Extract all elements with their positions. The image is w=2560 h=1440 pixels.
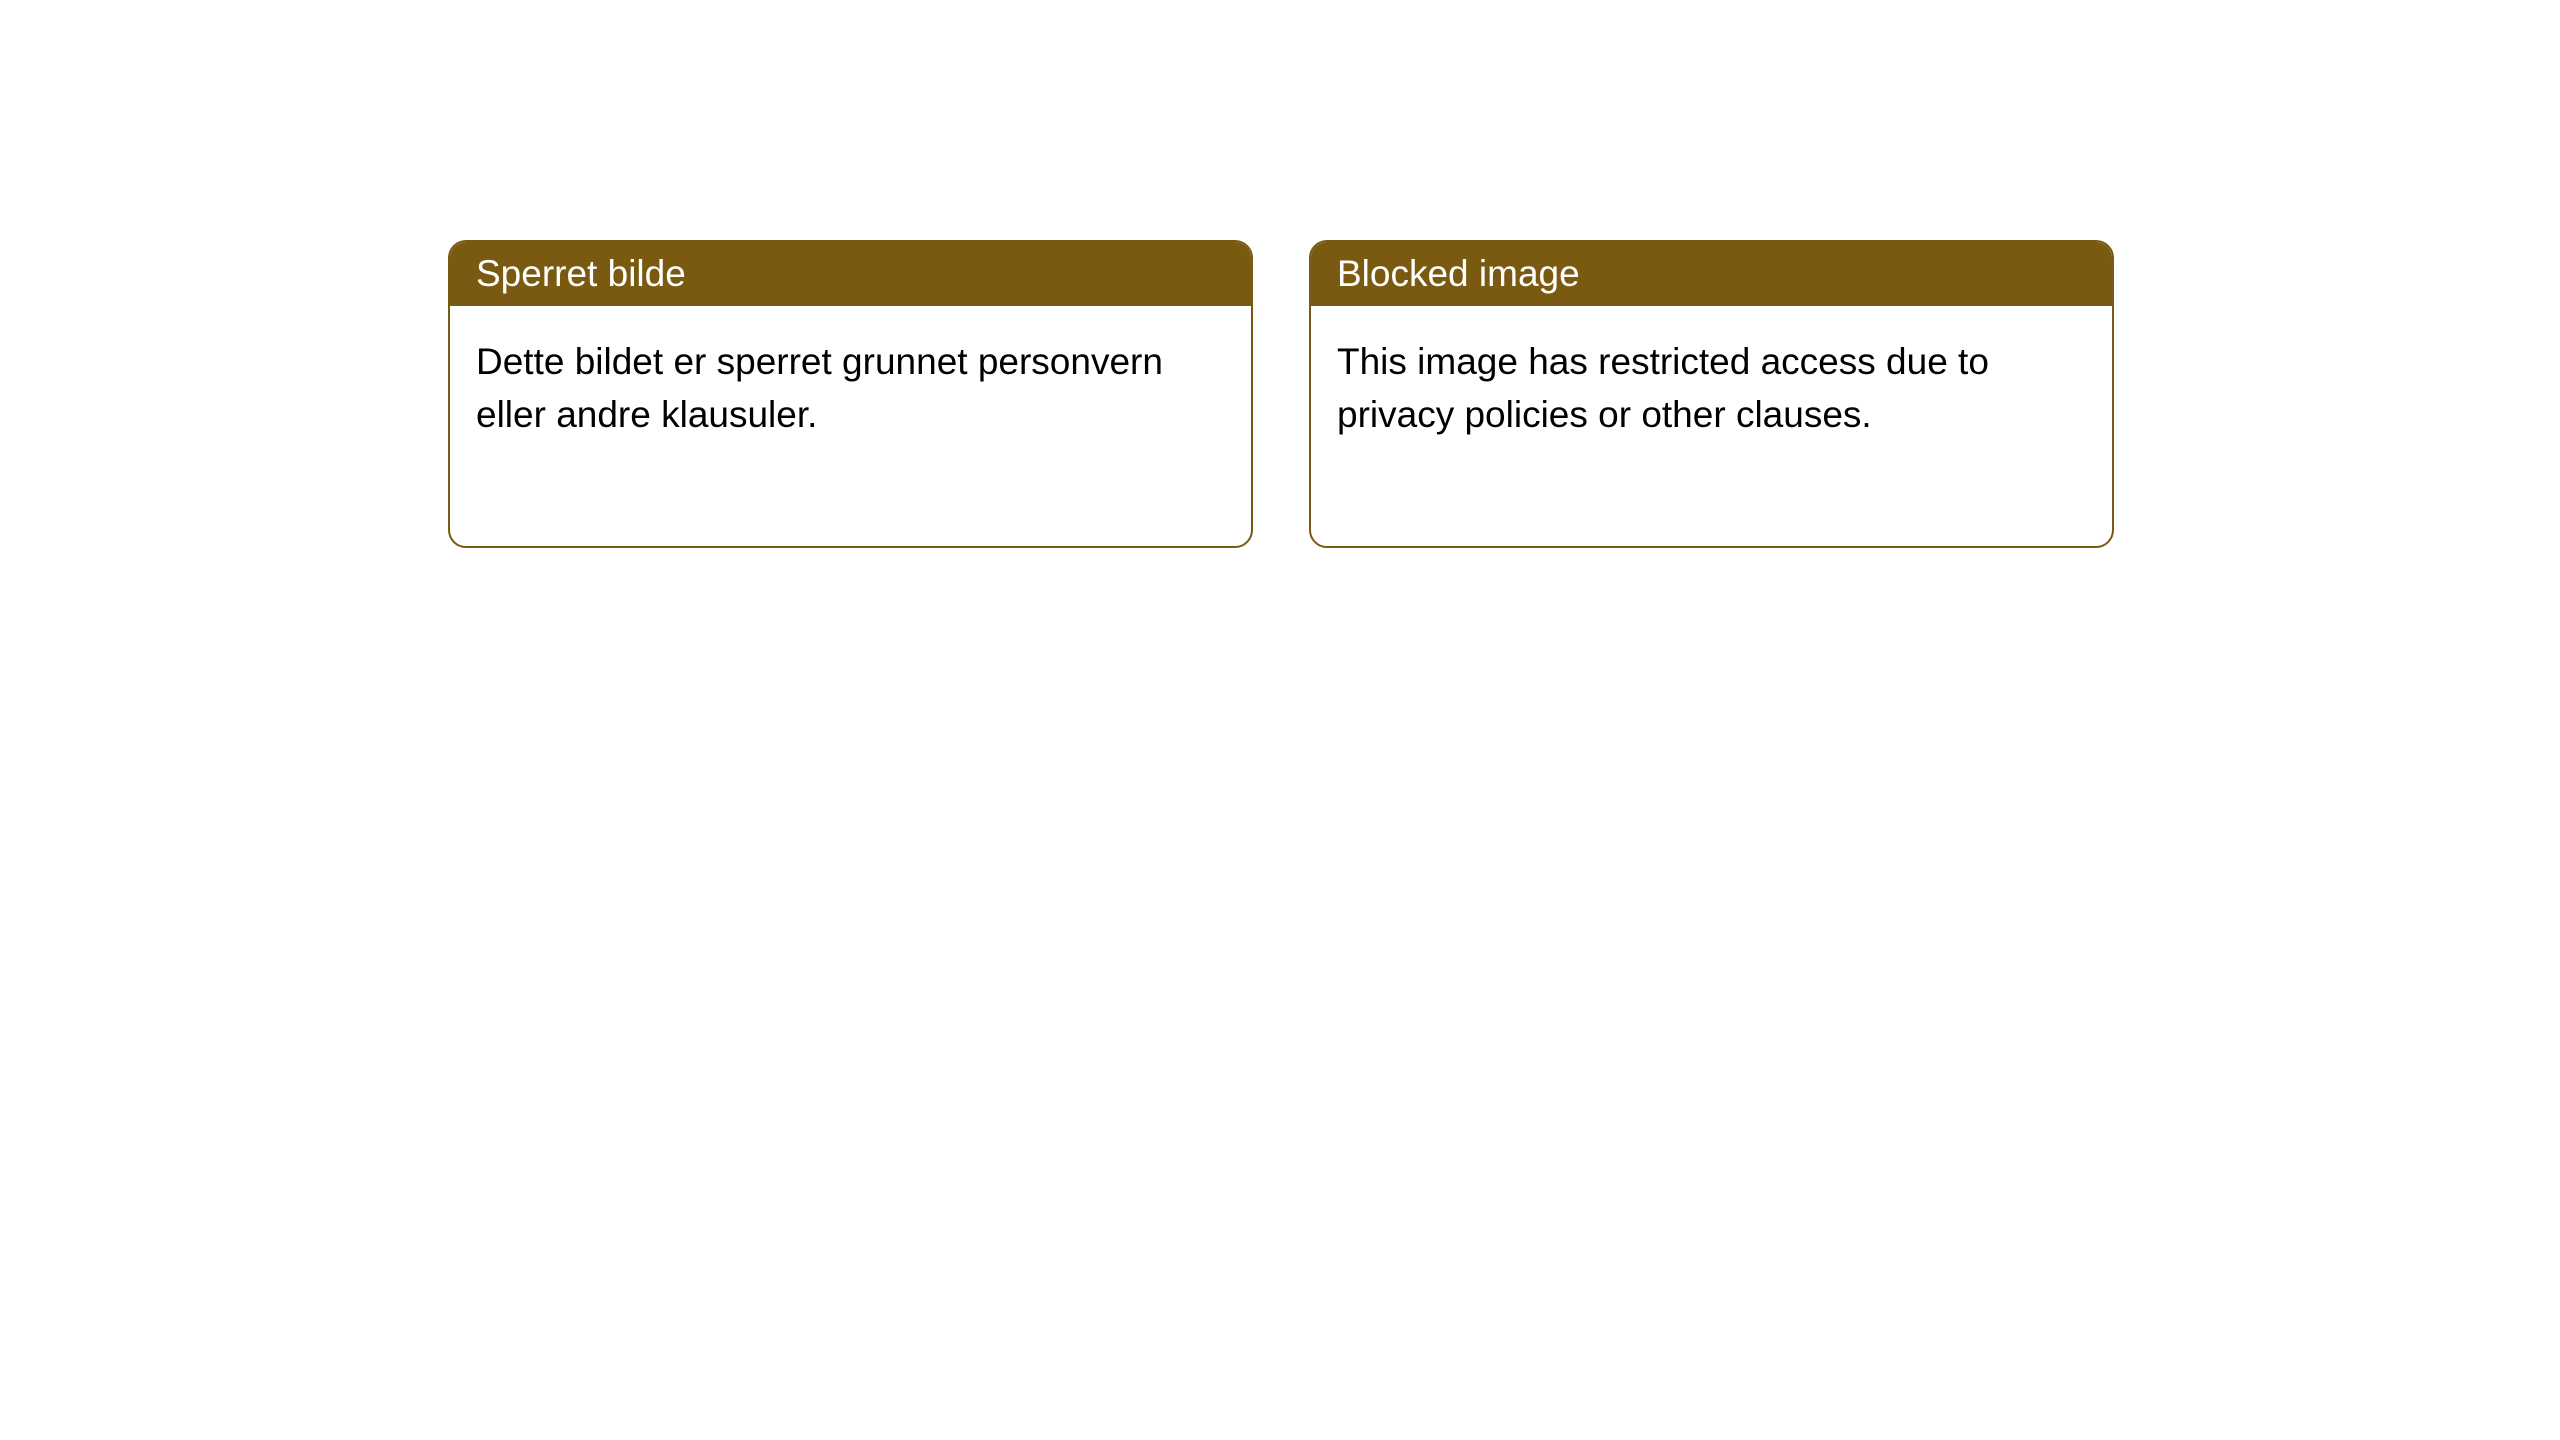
notice-card-norwegian: Sperret bilde Dette bildet er sperret gr… <box>448 240 1253 548</box>
notice-title: Blocked image <box>1337 253 1580 294</box>
notice-title: Sperret bilde <box>476 253 686 294</box>
notice-card-english: Blocked image This image has restricted … <box>1309 240 2114 548</box>
notice-body: This image has restricted access due to … <box>1311 306 2112 546</box>
notice-header: Blocked image <box>1311 242 2112 306</box>
notice-text: Dette bildet er sperret grunnet personve… <box>476 341 1163 435</box>
notice-body: Dette bildet er sperret grunnet personve… <box>450 306 1251 546</box>
notice-container: Sperret bilde Dette bildet er sperret gr… <box>0 0 2560 548</box>
notice-header: Sperret bilde <box>450 242 1251 306</box>
notice-text: This image has restricted access due to … <box>1337 341 1989 435</box>
